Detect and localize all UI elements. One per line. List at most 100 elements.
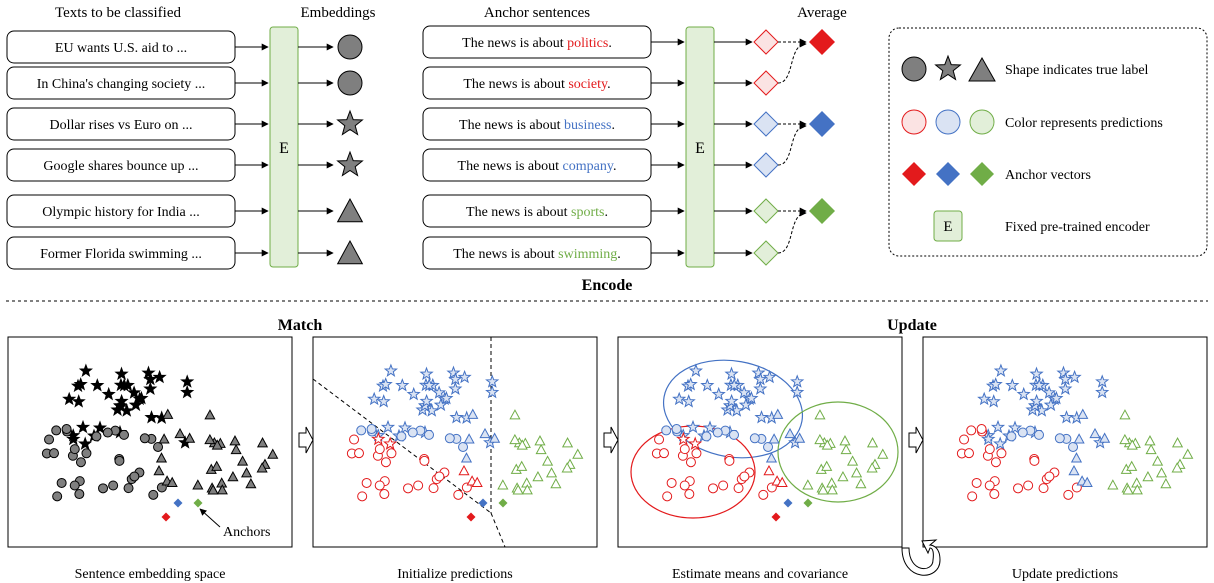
point-star-icon <box>419 366 434 381</box>
point-star-icon <box>986 394 1001 408</box>
point-star-icon <box>422 377 437 392</box>
point-circle-icon <box>739 471 750 482</box>
point-triangle-icon <box>772 408 784 419</box>
loop-arrow-icon <box>901 539 941 576</box>
point-circle-icon <box>386 448 397 459</box>
point-triangle-icon <box>765 452 778 463</box>
point-star-icon <box>727 377 742 392</box>
point-triangle-icon <box>509 409 521 420</box>
decision-boundary <box>490 512 506 548</box>
anchor-suffix: . <box>617 247 621 262</box>
point-circle-icon <box>671 424 682 435</box>
point-star-icon <box>762 369 777 384</box>
point-star-icon <box>78 363 93 377</box>
point-triangle-icon <box>1107 479 1119 490</box>
point-circle-icon <box>361 477 372 488</box>
point-circle-icon <box>114 455 125 466</box>
point-triangle-icon <box>817 484 829 495</box>
point-triangle-icon <box>763 464 775 476</box>
panel-caption: Sentence embedding space <box>75 567 226 582</box>
point-circle-icon <box>691 448 702 459</box>
point-circle-icon <box>1006 431 1017 442</box>
match-title: Match <box>278 317 323 334</box>
point-star-icon <box>75 419 91 434</box>
legend-star-gray-icon <box>934 54 962 81</box>
point-circle-icon <box>989 489 1000 500</box>
point-triangle-icon <box>1119 433 1131 445</box>
point-circle-icon <box>75 457 86 468</box>
average-arrow <box>777 122 807 166</box>
point-circle-icon <box>434 471 445 482</box>
point-circle-icon <box>396 431 407 442</box>
encode-title: Encode <box>582 277 633 294</box>
anchor-blue-diamond-icon <box>478 498 488 508</box>
point-triangle-icon <box>521 484 533 495</box>
point-star-icon <box>738 397 753 412</box>
point-triangle-icon <box>768 433 780 444</box>
point-circle-icon <box>976 424 987 435</box>
anchor-sentence: The news is about sports. <box>466 205 608 220</box>
point-triangle-icon <box>1070 452 1083 463</box>
point-star-icon <box>753 381 768 396</box>
point-triangle-icon <box>561 437 574 448</box>
anchor-class-word: politics <box>567 36 608 51</box>
point-star-icon <box>688 436 703 450</box>
embedding-circle-icon <box>337 34 363 60</box>
point-triangle-icon <box>153 464 165 476</box>
anchor-sentence: The news is about society. <box>463 77 610 92</box>
panel-1: Anchors Sentence embedding space <box>7 336 293 582</box>
point-star-icon <box>681 394 696 408</box>
point-circle-icon <box>1054 433 1065 444</box>
point-star-icon <box>457 369 472 384</box>
point-circle-icon <box>654 434 665 445</box>
point-star-icon <box>1056 365 1071 379</box>
anchor-prefix: The news is about <box>453 247 558 262</box>
point-triangle-icon <box>532 470 544 482</box>
point-triangle-icon <box>1126 460 1138 471</box>
point-triangle-icon <box>1145 443 1157 455</box>
point-circle-icon <box>69 480 80 491</box>
point-triangle-icon <box>814 409 826 420</box>
point-circle-icon <box>971 477 982 488</box>
point-star-icon <box>141 365 156 379</box>
text-sample: Olympic history for India ... <box>42 205 199 220</box>
point-star-icon <box>1095 384 1110 399</box>
legend-circle-green-icon <box>969 109 995 135</box>
anchor-vector-diamond-icon <box>809 111 835 137</box>
point-triangle-icon <box>1077 408 1089 419</box>
point-triangle-icon <box>855 477 867 489</box>
anchor-prefix: The news is about <box>463 77 568 92</box>
encode-section: Texts to be classified Embeddings Anchor… <box>6 5 847 294</box>
point-triangle-icon <box>821 439 833 450</box>
point-circle-icon <box>424 429 435 440</box>
point-circle-icon <box>81 448 92 459</box>
anchor-sentence: The news is about company. <box>458 159 617 174</box>
anchor-green-diamond-icon <box>803 498 813 508</box>
point-circle-icon <box>119 429 130 440</box>
point-triangle-icon <box>542 455 554 466</box>
point-star-icon <box>66 431 81 446</box>
anchor-sentence: The news is about politics. <box>462 36 612 51</box>
legend-circle-red-icon <box>901 109 927 135</box>
flow-arrow-icon <box>298 426 314 454</box>
point-triangle-icon <box>1131 484 1143 495</box>
point-star-icon <box>397 420 413 434</box>
green-cluster-ellipse <box>777 401 899 503</box>
point-circle-icon <box>1023 480 1034 491</box>
point-star-icon <box>383 436 398 450</box>
point-star-icon <box>152 369 167 384</box>
point-star-icon <box>790 374 805 388</box>
panel-caption: Update predictions <box>1012 567 1118 582</box>
anchor-class-word: company <box>563 159 614 174</box>
point-circle-icon <box>1044 471 1055 482</box>
point-star-icon <box>78 436 93 450</box>
point-star-icon <box>993 363 1008 377</box>
anchor-suffix: . <box>607 77 611 92</box>
point-circle-icon <box>749 433 760 444</box>
point-circle-icon <box>990 457 1001 468</box>
point-triangle-icon <box>256 462 268 473</box>
point-star-icon <box>485 374 500 388</box>
point-triangle-icon <box>534 435 546 446</box>
point-triangle-icon <box>211 439 223 450</box>
anchor-red-diamond-icon <box>771 512 781 522</box>
